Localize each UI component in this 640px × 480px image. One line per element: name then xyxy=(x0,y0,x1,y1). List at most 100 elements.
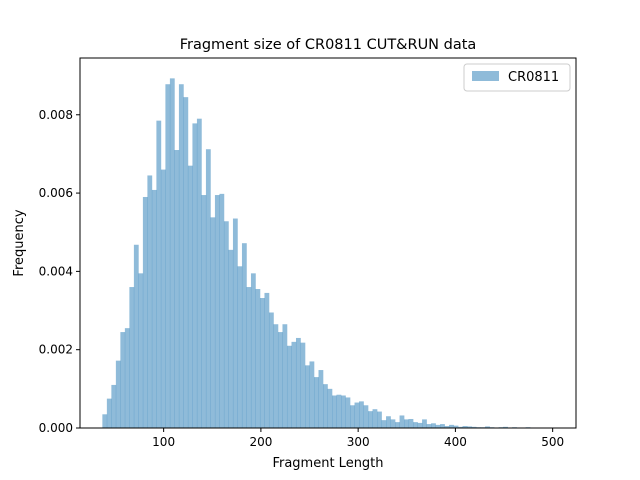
histogram-bar xyxy=(431,423,436,428)
histogram-bar xyxy=(345,397,351,428)
histogram-bar xyxy=(228,249,234,428)
plot-frame xyxy=(79,57,577,429)
histogram-bar xyxy=(467,426,472,428)
histogram-bar xyxy=(318,370,324,428)
histogram-bar xyxy=(277,332,283,428)
histogram-bar xyxy=(350,405,355,428)
histogram-bar xyxy=(264,292,270,428)
histogram-bar xyxy=(111,384,117,428)
histogram-bar xyxy=(332,395,337,428)
y-tick-label: 0.002 xyxy=(39,343,73,357)
histogram-bar xyxy=(471,426,477,428)
histogram-bar xyxy=(192,123,198,428)
histogram-bar xyxy=(381,420,387,428)
x-axis-label: Fragment Length xyxy=(272,456,383,471)
histogram-bar xyxy=(399,415,405,428)
histogram-bar xyxy=(503,426,508,428)
histogram-bar xyxy=(286,345,292,428)
histogram-bar xyxy=(129,287,135,428)
histogram-bar xyxy=(368,411,373,428)
y-tick-label: 0.004 xyxy=(39,264,73,278)
x-axis-ticks: 100 200 300 400 500 xyxy=(152,428,564,449)
histogram-bar xyxy=(422,419,427,428)
histogram-bar xyxy=(485,426,490,428)
histogram-bar xyxy=(205,149,211,429)
histogram-bar xyxy=(336,394,342,428)
histogram-bars xyxy=(102,78,553,429)
histogram-bar xyxy=(174,150,180,428)
y-axis-label: Frequency xyxy=(12,209,27,276)
x-tick-label: 100 xyxy=(152,435,175,449)
histogram-bar xyxy=(408,418,414,428)
histogram-bar xyxy=(237,266,243,428)
histogram-bar xyxy=(120,332,126,428)
histogram-bar xyxy=(386,416,391,428)
x-tick-label: 300 xyxy=(347,435,370,449)
histogram-bar xyxy=(187,165,193,429)
histogram-bar xyxy=(178,84,184,428)
histogram-bar xyxy=(426,424,432,428)
histogram-bar xyxy=(413,422,418,428)
histogram-bar xyxy=(169,78,175,429)
histogram-bar xyxy=(395,422,400,428)
histogram-bar xyxy=(102,414,108,428)
histogram-bar xyxy=(255,289,261,428)
histogram-bar xyxy=(359,401,364,428)
histogram-bar xyxy=(241,243,247,428)
histogram-bar xyxy=(138,273,144,428)
histogram-bar xyxy=(165,84,171,428)
histogram-bar xyxy=(314,377,319,428)
histogram-bar xyxy=(201,195,207,428)
histogram-bar xyxy=(232,218,238,428)
histogram-bar xyxy=(219,193,225,428)
x-tick-label: 200 xyxy=(249,435,272,449)
y-tick-label: 0.000 xyxy=(39,421,73,435)
histogram-bar xyxy=(124,328,130,428)
histogram-bar xyxy=(160,169,166,428)
histogram-bar xyxy=(259,298,265,428)
histogram-bar xyxy=(156,120,162,429)
histogram-bar xyxy=(142,196,148,428)
histogram-bar xyxy=(268,312,274,428)
histogram-bar xyxy=(115,360,121,428)
histogram-bar xyxy=(250,273,256,428)
legend-swatch xyxy=(472,71,499,81)
histogram-bar xyxy=(147,175,153,428)
histogram-bar xyxy=(440,424,445,428)
x-tick-label: 400 xyxy=(444,435,467,449)
histogram-bar xyxy=(323,384,328,428)
histogram-bar xyxy=(449,424,454,428)
histogram-bar xyxy=(309,361,315,428)
histogram-bar xyxy=(404,419,409,428)
legend: CR0811 xyxy=(463,63,571,92)
histogram-bar xyxy=(295,337,301,428)
histogram-bar xyxy=(305,365,310,428)
legend-label: CR0811 xyxy=(508,70,559,85)
histogram-bar xyxy=(453,425,459,428)
histogram-bar xyxy=(435,424,441,428)
y-axis-ticks: 0.000 0.002 0.004 0.006 0.008 xyxy=(39,108,80,435)
histogram-bar xyxy=(291,341,297,428)
histogram-bar xyxy=(462,426,468,428)
histogram-bar xyxy=(372,409,378,428)
histogram-bar xyxy=(133,244,139,428)
y-tick-label: 0.006 xyxy=(39,186,73,200)
histogram-bar xyxy=(458,426,463,428)
histogram-bar xyxy=(354,402,360,428)
histogram-bar xyxy=(183,97,189,429)
histogram-bar xyxy=(210,217,216,428)
legend-box xyxy=(463,63,571,92)
histogram-bar xyxy=(327,388,333,428)
histogram-bar xyxy=(106,398,112,428)
histogram-bar xyxy=(341,395,346,428)
histogram-bar xyxy=(363,405,369,428)
histogram-bar xyxy=(390,419,396,428)
chart-title: Fragment size of CR0811 CUT&RUN data xyxy=(180,37,477,53)
histogram-bar xyxy=(282,324,288,428)
histogram-bar xyxy=(246,287,252,428)
histogram-bar xyxy=(377,411,382,428)
y-tick-label: 0.008 xyxy=(39,108,73,122)
x-tick-label: 500 xyxy=(541,435,564,449)
histogram-bar xyxy=(417,422,423,428)
